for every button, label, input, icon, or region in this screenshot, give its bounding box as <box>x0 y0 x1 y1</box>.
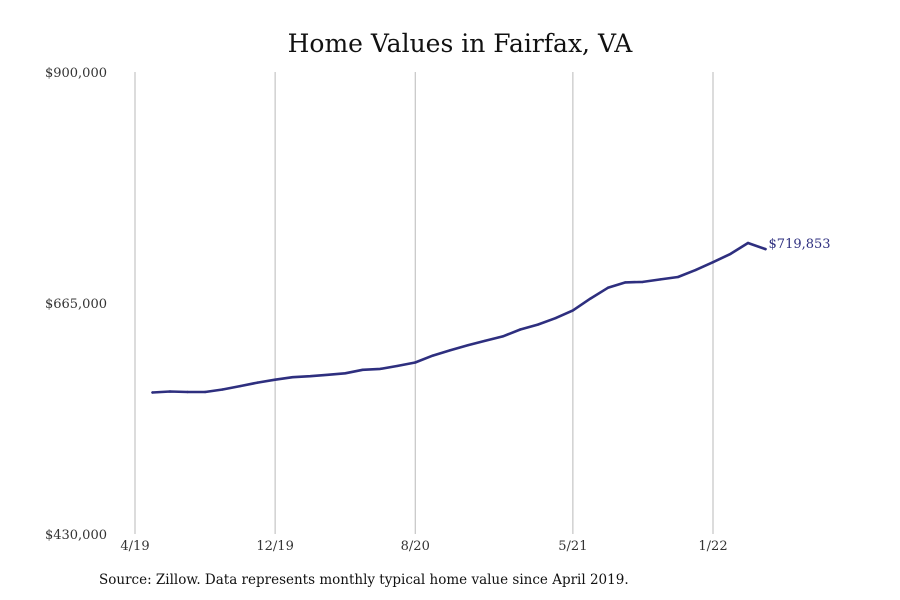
data-point <box>273 378 277 381</box>
x-tick-label: 12/19 <box>256 539 293 554</box>
data-point <box>606 286 610 289</box>
data-point <box>221 388 224 391</box>
end-value-label: $719,853 <box>769 237 831 252</box>
data-point <box>238 384 242 388</box>
data-point <box>659 278 662 281</box>
x-tick-label: 8/20 <box>401 539 430 554</box>
data-point <box>309 375 312 378</box>
data-point <box>641 280 645 284</box>
data-point <box>396 364 399 368</box>
data-point <box>729 252 732 256</box>
data-point <box>449 349 452 352</box>
data-point <box>379 367 382 371</box>
data-point <box>361 368 364 371</box>
data-point <box>168 390 172 393</box>
data-point <box>291 376 294 379</box>
data-point <box>484 339 487 342</box>
data-point <box>151 391 154 394</box>
data-point <box>256 381 259 384</box>
x-axis-tick-labels: 4/19 12/19 8/20 5/21 1/22 <box>120 539 727 554</box>
data-point <box>186 390 189 394</box>
x-tick-label: 1/22 <box>698 539 727 554</box>
data-point <box>589 297 592 300</box>
data-point <box>676 275 680 279</box>
data-point <box>466 344 469 347</box>
data-point <box>344 372 347 375</box>
data-point <box>414 361 417 364</box>
data-point <box>746 241 750 245</box>
data-point <box>624 281 627 284</box>
data-point <box>711 261 715 264</box>
chart-title: Home Values in Fairfax, VA <box>288 29 634 58</box>
y-tick-label: $665,000 <box>45 297 107 312</box>
source-note: Source: Zillow. Data represents monthly … <box>99 572 629 588</box>
data-point <box>501 335 504 338</box>
data-point <box>519 328 522 331</box>
data-point <box>536 323 539 326</box>
data-point <box>326 373 329 376</box>
series-layer <box>151 241 767 394</box>
data-point <box>554 317 557 320</box>
x-tick-label: 5/21 <box>558 539 587 554</box>
data-point <box>431 354 434 357</box>
y-tick-label: $900,000 <box>45 66 107 81</box>
y-tick-label: $430,000 <box>45 528 107 543</box>
series-line <box>151 241 767 394</box>
x-tick-label: 4/19 <box>120 539 149 554</box>
data-point <box>694 268 697 272</box>
gridlines <box>134 72 714 534</box>
data-point <box>571 309 575 312</box>
data-point <box>203 390 207 394</box>
data-point <box>764 247 767 251</box>
y-axis-tick-labels: $900,000 $665,000 $430,000 <box>45 66 107 543</box>
